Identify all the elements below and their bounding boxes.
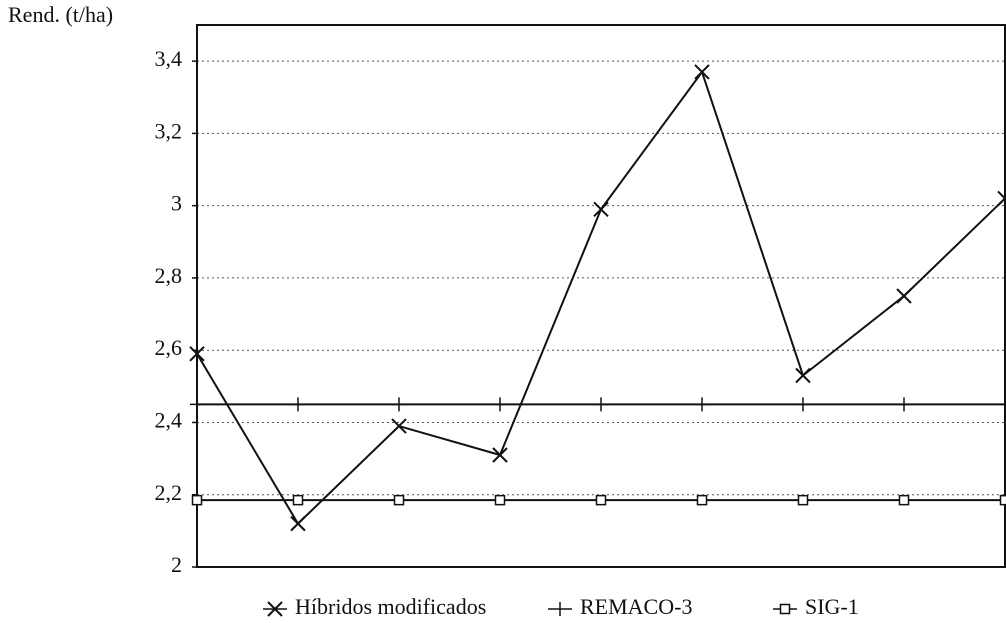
marker-x	[189, 346, 205, 362]
marker-square	[494, 494, 506, 506]
y-tick-label: 2,8	[155, 263, 183, 288]
marker-x	[694, 64, 710, 80]
marker-plus	[392, 397, 406, 412]
y-tick-label: 2,6	[155, 335, 183, 360]
marker-x	[593, 201, 609, 217]
marker-square	[696, 494, 708, 506]
marker-square	[191, 494, 203, 506]
marker-square	[292, 494, 304, 506]
plot-frame	[196, 24, 1006, 568]
legend-label: REMACO-3	[580, 594, 692, 619]
marker-x	[896, 288, 912, 304]
y-tick-label: 3	[171, 191, 182, 216]
marker-square	[595, 494, 607, 506]
y-tick-label: 2,4	[155, 408, 183, 433]
legend-label: Híbridos modificados	[295, 594, 486, 619]
marker-plus	[796, 397, 810, 412]
y-axis-label: Rend. (t/ha)	[8, 2, 113, 27]
marker-square	[797, 494, 809, 506]
marker-x	[795, 367, 811, 384]
legend-marker	[267, 601, 283, 617]
series-line	[196, 69, 1006, 526]
marker-plus	[695, 397, 709, 412]
marker-plus	[594, 397, 608, 412]
y-tick-label: 3,2	[155, 118, 183, 143]
y-tick-label: 3,4	[155, 46, 183, 71]
marker-plus	[291, 397, 305, 412]
marker-x	[290, 515, 306, 532]
marker-x	[492, 447, 508, 463]
marker-x	[391, 418, 407, 434]
marker-square	[898, 494, 910, 506]
legend-label: SIG-1	[805, 594, 859, 619]
y-tick-label: 2,2	[155, 480, 183, 505]
y-tick-label: 2	[171, 552, 182, 577]
marker-plus	[493, 397, 507, 412]
marker-plus	[190, 397, 204, 412]
marker-square	[999, 494, 1006, 506]
marker-x	[997, 190, 1006, 207]
marker-plus	[897, 397, 911, 412]
marker-square	[393, 494, 405, 506]
legend-marker	[779, 603, 791, 615]
marker-plus	[998, 397, 1006, 412]
